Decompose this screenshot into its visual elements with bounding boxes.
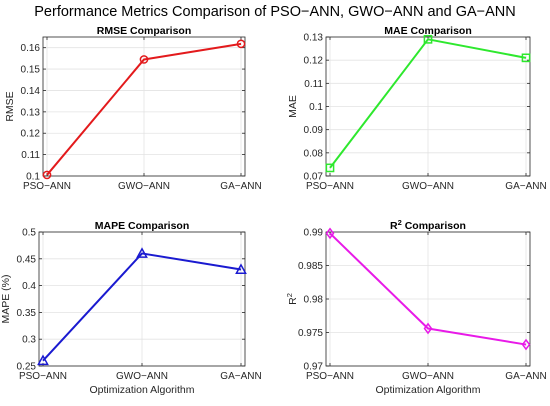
y-tick-label: 0.11 xyxy=(304,79,323,90)
y-tick-label: 0.3 xyxy=(22,335,36,346)
x-tick-label: GA−ANN xyxy=(220,371,261,382)
chart-title: MAE Comparison xyxy=(384,25,472,37)
chart-panel-4: 0.97 0.975 0.98 0.985 0.99 PSO−ANN GWO−ANN GA−A… xyxy=(285,218,547,396)
data-point xyxy=(37,354,49,366)
x-axis-label: Optimization Algorithm xyxy=(375,384,480,396)
y-tick-label: 0.975 xyxy=(298,328,323,339)
figure-title: Performance Metrics Comparison of PSO−AN… xyxy=(34,4,516,20)
y-tick-label: 0.99 xyxy=(304,228,324,239)
y-axis-label: R2 xyxy=(285,293,299,305)
data-point xyxy=(325,227,335,240)
y-tick-label: 0.1 xyxy=(26,172,40,183)
y-axis-label: MAPE (%) xyxy=(0,274,12,323)
chart-panel-2: 0.07 0.08 0.09 0.1 0.11 0.12 0.13 PSO−ANN GWO−AN… xyxy=(287,25,547,192)
y-axis-label: MAE xyxy=(287,95,299,118)
x-axis-label: Optimization Algorithm xyxy=(89,384,194,396)
x-tick-label: PSO−ANN xyxy=(306,181,354,192)
x-tick-label: GWO−ANN xyxy=(402,181,454,192)
data-point xyxy=(423,322,433,335)
series-line xyxy=(46,42,242,176)
y-tick-label: 0.4 xyxy=(22,281,36,292)
y-tick-label: 0.08 xyxy=(304,148,324,159)
x-tick-label: GWO−ANN xyxy=(116,371,168,382)
data-point xyxy=(235,263,247,274)
chart-title: MAPE Comparison xyxy=(95,220,190,232)
data-point xyxy=(136,247,148,258)
y-tick-label: 0.97 xyxy=(304,362,324,373)
series-line xyxy=(42,252,242,362)
data-point xyxy=(423,34,433,44)
y-axis-label: RMSE xyxy=(4,91,16,121)
chart-panel-3: 0.25 0.3 0.35 0.4 0.45 0.5 PSO−ANN GWO−ANN GA−AN… xyxy=(0,220,262,396)
y-tick-label: 0.12 xyxy=(21,129,41,140)
x-tick-label: PSO−ANN xyxy=(306,371,354,382)
y-tick-label: 0.07 xyxy=(304,172,324,183)
chart-title: RMSE Comparison xyxy=(97,25,192,37)
chart-title: R2 Comparison xyxy=(390,218,466,232)
x-tick-label: GA−ANN xyxy=(505,181,546,192)
data-point xyxy=(236,39,246,49)
y-tick-label: 0.98 xyxy=(304,295,324,306)
y-tick-label: 0.13 xyxy=(21,107,41,118)
data-point xyxy=(521,338,531,351)
y-tick-label: 0.15 xyxy=(21,65,41,76)
y-tick-label: 0.11 xyxy=(21,150,40,161)
y-tick-label: 0.09 xyxy=(304,125,324,136)
chart-panel-1: 0.1 0.11 0.12 0.13 0.14 0.15 0.16 PSO−ANN GWO−AN… xyxy=(4,25,262,192)
data-point xyxy=(325,163,335,173)
x-tick-label: GWO−ANN xyxy=(118,181,170,192)
y-tick-label: 0.14 xyxy=(21,86,41,97)
data-point xyxy=(139,55,149,64)
data-point xyxy=(42,170,52,180)
x-tick-label: PSO−ANN xyxy=(23,181,71,192)
x-tick-label: GA−ANN xyxy=(505,371,546,382)
y-tick-label: 0.16 xyxy=(21,43,41,54)
y-tick-label: 0.985 xyxy=(298,261,323,272)
y-tick-label: 0.5 xyxy=(22,228,36,239)
x-tick-label: GWO−ANN xyxy=(402,371,454,382)
y-tick-label: 0.25 xyxy=(17,362,37,373)
y-tick-label: 0.12 xyxy=(304,56,324,67)
y-tick-label: 0.35 xyxy=(17,308,37,319)
x-tick-label: GA−ANN xyxy=(220,181,261,192)
y-tick-label: 0.1 xyxy=(309,102,323,113)
x-tick-label: PSO−ANN xyxy=(19,371,67,382)
series-line xyxy=(329,232,527,346)
y-tick-label: 0.13 xyxy=(304,33,324,44)
y-tick-label: 0.45 xyxy=(17,254,37,265)
series-line xyxy=(329,38,527,169)
data-point xyxy=(521,53,531,63)
